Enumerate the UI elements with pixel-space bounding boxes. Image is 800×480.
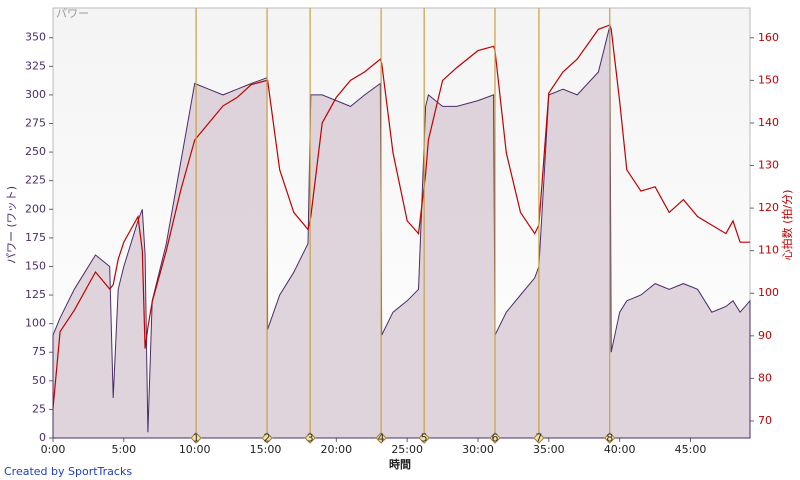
y2-tick-label: 80 bbox=[758, 371, 772, 384]
y2-tick-label: 130 bbox=[758, 159, 779, 172]
lap-marker bbox=[533, 432, 545, 444]
y-tick-label: 350 bbox=[25, 31, 46, 44]
y-tick-label: 100 bbox=[25, 317, 46, 330]
y2-axis-label: 心拍数 (拍/分) bbox=[780, 190, 794, 261]
y-tick-label: 325 bbox=[25, 59, 46, 72]
lap-marker bbox=[304, 432, 316, 444]
lap-label: 2 bbox=[264, 432, 271, 445]
lap-marker bbox=[190, 432, 202, 444]
x-tick-label: 45:00 bbox=[675, 443, 707, 456]
y-tick-label: 25 bbox=[32, 402, 46, 415]
lap-marker bbox=[418, 432, 430, 444]
y2-tick-label: 140 bbox=[758, 116, 779, 129]
y2-tick-label: 120 bbox=[758, 201, 779, 214]
lap-label: 8 bbox=[606, 432, 613, 445]
chart-title: パワー bbox=[56, 7, 89, 20]
y2-tick-label: 150 bbox=[758, 73, 779, 86]
y-tick-label: 0 bbox=[39, 431, 46, 444]
x-tick-label: 40:00 bbox=[604, 443, 636, 456]
lap-label: 1 bbox=[193, 432, 200, 445]
lap-label: 3 bbox=[307, 432, 314, 445]
y2-tick-label: 110 bbox=[758, 244, 779, 257]
footer: Created by SportTracks bbox=[4, 465, 132, 478]
x-tick-label: 25:00 bbox=[391, 443, 423, 456]
x-axis-label: 時間 bbox=[389, 457, 411, 471]
lap-label: 7 bbox=[535, 432, 542, 445]
x-tick-label: 15:00 bbox=[250, 443, 282, 456]
y-tick-label: 200 bbox=[25, 202, 46, 215]
lap-label: 5 bbox=[421, 432, 428, 445]
y-tick-label: 275 bbox=[25, 117, 46, 130]
hr-line bbox=[52, 24, 750, 409]
y-tick-label: 225 bbox=[25, 174, 46, 187]
lap-marker bbox=[604, 432, 616, 444]
y-axis-label: パワー (ワット) bbox=[5, 186, 18, 264]
y-tick-label: 50 bbox=[32, 374, 46, 387]
y-tick-label: 75 bbox=[32, 345, 46, 358]
y2-tick-label: 90 bbox=[758, 329, 772, 342]
y2-tick-label: 100 bbox=[758, 286, 779, 299]
x-tick-label: 30:00 bbox=[462, 443, 494, 456]
lap-label: 6 bbox=[492, 432, 499, 445]
y-tick-label: 250 bbox=[25, 145, 46, 158]
x-tick-label: 5:00 bbox=[111, 443, 136, 456]
lap-marker bbox=[375, 432, 387, 444]
y2-tick-label: 160 bbox=[758, 31, 779, 44]
x-tick-label: 0:00 bbox=[41, 443, 66, 456]
x-tick-label: 20:00 bbox=[320, 443, 352, 456]
lap-label: 4 bbox=[378, 432, 385, 445]
y2-tick-label: 70 bbox=[758, 414, 772, 427]
y-tick-label: 125 bbox=[25, 288, 46, 301]
power-area bbox=[52, 26, 751, 439]
lap-marker bbox=[489, 432, 501, 444]
y-tick-label: 175 bbox=[25, 231, 46, 244]
x-tick-label: 35:00 bbox=[533, 443, 565, 456]
y-tick-label: 150 bbox=[25, 259, 46, 272]
y-tick-label: 300 bbox=[25, 88, 46, 101]
lap-marker bbox=[261, 432, 273, 444]
x-tick-label: 10:00 bbox=[179, 443, 211, 456]
